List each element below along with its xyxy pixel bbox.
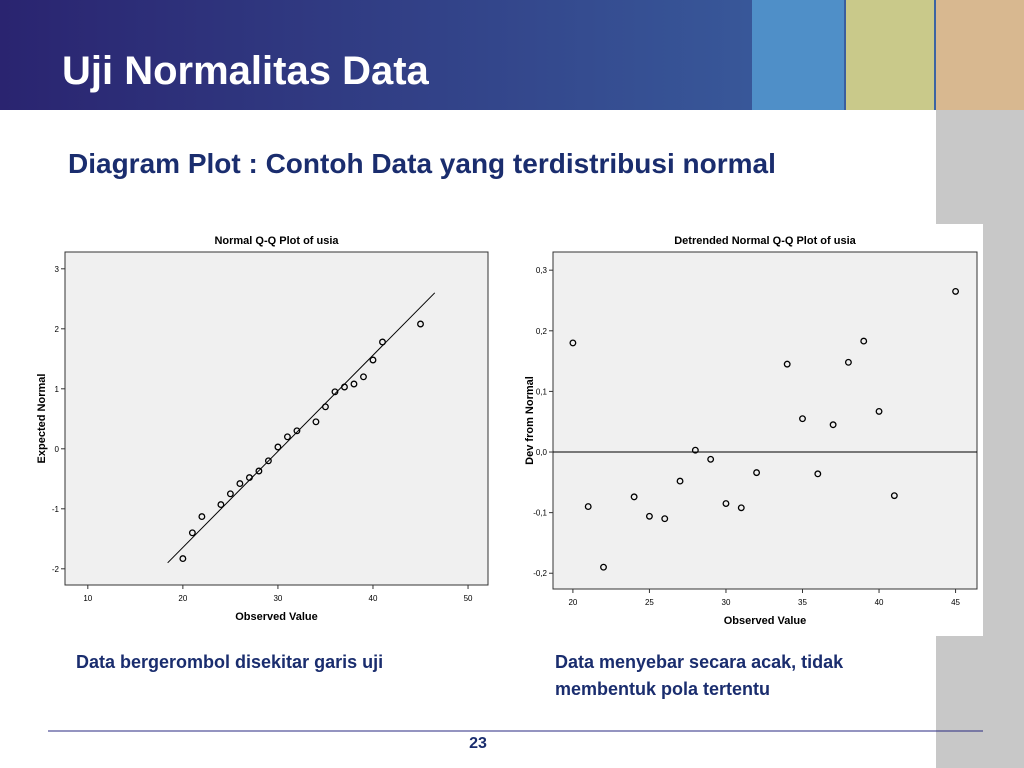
data-point [829,421,837,429]
x-tick-label: 45 [951,598,960,607]
y-tick-label: -1 [52,505,60,514]
data-point [236,480,244,488]
y-tick-label: 0,1 [536,387,548,396]
data-point [952,287,960,295]
data-point [875,407,883,415]
data-point [331,388,339,396]
y-tick-label: 0,0 [536,448,548,457]
data-point [814,470,822,478]
reference-line [167,292,436,564]
x-tick-label: 25 [645,598,654,607]
data-point [217,501,225,509]
data-point [753,469,761,477]
x-tick-label: 50 [464,594,473,603]
x-axis-label: Observed Value [724,615,807,627]
x-tick-label: 30 [722,598,731,607]
data-point [844,358,852,366]
data-point [379,338,386,346]
y-tick-label: -0,1 [533,509,547,518]
data-point [860,337,868,345]
data-point [707,455,715,463]
data-point [369,356,377,364]
data-point [179,555,187,563]
data-point [691,446,699,454]
data-point [799,415,806,423]
plot-area [64,251,489,586]
data-point [283,433,291,441]
data-point [569,339,577,347]
x-tick-label: 20 [568,598,577,607]
data-point [350,380,358,388]
data-point [245,474,253,482]
data-point [630,493,638,501]
data-point [737,504,745,512]
header-image [936,0,1024,110]
y-tick-label: 0,2 [536,327,548,336]
plot-area [552,251,978,590]
y-tick-label: 3 [55,265,60,274]
data-point [341,383,348,391]
y-tick-label: -2 [52,565,60,574]
x-tick-label: 40 [369,594,378,603]
y-tick-label: -0,2 [533,569,547,578]
data-point [600,563,607,571]
data-point [255,467,263,475]
x-tick-label: 10 [83,594,92,603]
data-point [360,373,367,381]
chart-title: Detrended Normal Q-Q Plot of usia [674,235,856,247]
slide-title: Uji Normalitas Data [62,49,430,93]
data-point [676,477,684,485]
x-tick-label: 20 [178,594,187,603]
data-point [198,513,206,521]
data-point [890,492,898,500]
data-point [322,403,329,411]
x-axis-label: Observed Value [235,611,318,623]
header-image [846,0,934,110]
data-point [417,320,424,328]
data-point [188,529,196,537]
subtitle: Diagram Plot : Contoh Data yang terdistr… [68,148,776,179]
y-tick-label: 2 [55,325,60,334]
y-tick-label: 0,3 [536,266,548,275]
x-tick-label: 40 [875,598,884,607]
caption: membentuk pola tertentu [555,679,770,699]
y-axis-label: Dev from Normal [524,376,536,465]
data-point [264,457,272,465]
chart-title: Normal Q-Q Plot of usia [214,235,339,247]
data-point [661,515,669,523]
data-point [274,443,282,451]
data-point [645,512,653,520]
page-number: 23 [469,735,487,752]
y-tick-label: 0 [55,445,60,454]
caption: Data menyebar secara acak, tidak [555,652,844,672]
x-tick-label: 30 [273,594,282,603]
data-point [584,503,592,511]
caption: Data bergerombol disekitar garis uji [76,652,383,672]
y-tick-label: 1 [55,385,60,394]
x-tick-label: 35 [798,598,807,607]
data-point [783,360,791,368]
data-point [722,500,730,507]
data-point [293,427,301,435]
header-image [752,0,844,110]
y-axis-label: Expected Normal [36,374,48,464]
data-point [226,490,234,498]
data-point [312,418,320,426]
